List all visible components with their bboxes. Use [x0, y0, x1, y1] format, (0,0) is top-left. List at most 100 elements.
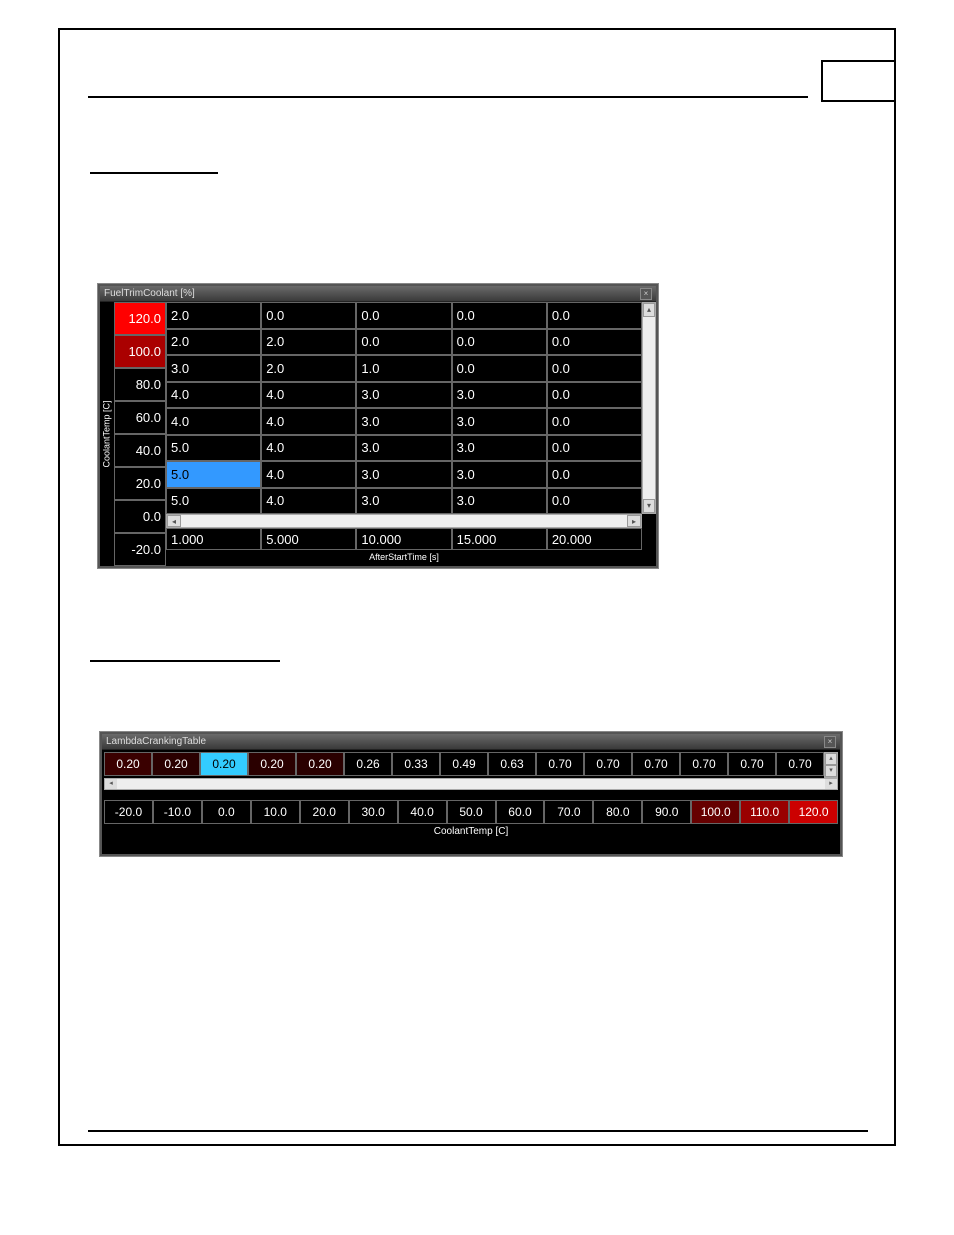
grid-cell[interactable]: 4.0: [166, 408, 261, 435]
axis-cell[interactable]: 30.0: [349, 800, 398, 824]
grid-cell[interactable]: 3.0: [356, 488, 451, 515]
y-axis-cell[interactable]: 20.0: [114, 467, 166, 500]
grid-cell[interactable]: 0.0: [547, 382, 642, 409]
grid-cell[interactable]: 3.0: [356, 382, 451, 409]
grid-cell[interactable]: 5.0: [166, 461, 261, 488]
window-titlebar[interactable]: FuelTrimCoolant [%] ×: [100, 286, 656, 302]
scroll-track[interactable]: [643, 317, 655, 499]
grid-cell[interactable]: 0.0: [547, 408, 642, 435]
grid-cell[interactable]: 3.0: [452, 408, 547, 435]
horizontal-scrollbar[interactable]: ◂ ▸: [166, 514, 642, 528]
grid-cell[interactable]: 0.0: [356, 302, 451, 329]
grid-cell[interactable]: 4.0: [261, 408, 356, 435]
grid-cell[interactable]: 4.0: [261, 435, 356, 462]
value-cell[interactable]: 0.70: [680, 752, 728, 776]
axis-cell[interactable]: 40.0: [398, 800, 447, 824]
y-axis-cell[interactable]: 100.0: [114, 335, 166, 368]
value-cell[interactable]: 0.20: [248, 752, 296, 776]
x-axis-cell[interactable]: 20.000: [547, 528, 642, 550]
value-cell[interactable]: 0.20: [152, 752, 200, 776]
grid-cell[interactable]: 0.0: [452, 302, 547, 329]
grid-cell[interactable]: 0.0: [547, 488, 642, 515]
value-cell[interactable]: 0.70: [584, 752, 632, 776]
scroll-down-icon[interactable]: ▾: [643, 499, 655, 513]
scroll-right-icon[interactable]: ▸: [627, 515, 641, 527]
y-axis-cell[interactable]: -20.0: [114, 533, 166, 566]
grid-cell[interactable]: 2.0: [261, 355, 356, 382]
value-cell[interactable]: 0.63: [488, 752, 536, 776]
value-cell[interactable]: 0.20: [104, 752, 152, 776]
grid-cell[interactable]: 3.0: [452, 435, 547, 462]
grid-cell[interactable]: 5.0: [166, 435, 261, 462]
axis-cell[interactable]: 70.0: [544, 800, 593, 824]
value-cell[interactable]: 0.70: [536, 752, 584, 776]
grid-cell[interactable]: 3.0: [356, 435, 451, 462]
axis-cell[interactable]: 10.0: [251, 800, 300, 824]
close-icon[interactable]: ×: [824, 736, 836, 748]
axis-cell[interactable]: 110.0: [740, 800, 789, 824]
grid-cell[interactable]: 0.0: [452, 329, 547, 356]
window-titlebar[interactable]: LambdaCrankingTable ×: [102, 734, 840, 750]
y-axis-cell[interactable]: 0.0: [114, 500, 166, 533]
grid-cell[interactable]: 3.0: [356, 408, 451, 435]
value-cell[interactable]: 0.70: [632, 752, 680, 776]
scroll-left-icon[interactable]: ◂: [105, 779, 117, 789]
x-axis-cell[interactable]: 10.000: [356, 528, 451, 550]
scroll-up-icon[interactable]: ▴: [643, 303, 655, 317]
value-cell[interactable]: 0.26: [344, 752, 392, 776]
value-cell[interactable]: 0.20: [200, 752, 248, 776]
y-axis-cell[interactable]: 120.0: [114, 302, 166, 335]
axis-cell[interactable]: 50.0: [447, 800, 496, 824]
horizontal-scrollbar[interactable]: ◂ ▸: [104, 778, 838, 790]
value-cell[interactable]: 0.20: [296, 752, 344, 776]
grid-cell[interactable]: 0.0: [547, 461, 642, 488]
value-cell[interactable]: 0.33: [392, 752, 440, 776]
axis-cell[interactable]: 80.0: [593, 800, 642, 824]
scroll-track[interactable]: [181, 515, 627, 527]
y-axis-cell[interactable]: 60.0: [114, 401, 166, 434]
close-icon[interactable]: ×: [640, 288, 652, 300]
value-cell[interactable]: 0.70: [728, 752, 776, 776]
value-cell[interactable]: 0.49: [440, 752, 488, 776]
axis-cell[interactable]: 100.0: [691, 800, 740, 824]
grid-cell[interactable]: 0.0: [261, 302, 356, 329]
axis-cell[interactable]: -20.0: [104, 800, 153, 824]
x-axis-cell[interactable]: 15.000: [452, 528, 547, 550]
grid-cell[interactable]: 3.0: [452, 461, 547, 488]
axis-cell[interactable]: 60.0: [496, 800, 545, 824]
value-cell[interactable]: 0.70: [776, 752, 824, 776]
grid-cell[interactable]: 0.0: [547, 355, 642, 382]
axis-cell[interactable]: 20.0: [300, 800, 349, 824]
axis-cell[interactable]: 120.0: [789, 800, 838, 824]
grid-cell[interactable]: 1.0: [356, 355, 451, 382]
scroll-track[interactable]: [117, 779, 825, 789]
grid-cell[interactable]: 3.0: [452, 382, 547, 409]
axis-cell[interactable]: 90.0: [642, 800, 691, 824]
grid-cell[interactable]: 4.0: [166, 382, 261, 409]
grid-cell[interactable]: 3.0: [452, 488, 547, 515]
grid-cell[interactable]: 2.0: [166, 302, 261, 329]
axis-cell[interactable]: 0.0: [202, 800, 251, 824]
vertical-scrollbar[interactable]: ▴ ▾: [642, 302, 656, 514]
grid-cell[interactable]: 2.0: [261, 329, 356, 356]
grid-cell[interactable]: 4.0: [261, 461, 356, 488]
grid-cell[interactable]: 0.0: [547, 329, 642, 356]
grid-cell[interactable]: 0.0: [547, 435, 642, 462]
grid-cell[interactable]: 3.0: [166, 355, 261, 382]
y-axis-cell[interactable]: 40.0: [114, 434, 166, 467]
scroll-up-icon[interactable]: ▴: [825, 753, 837, 765]
scroll-down-icon[interactable]: ▾: [825, 765, 837, 777]
grid-cell[interactable]: 2.0: [166, 329, 261, 356]
x-axis-cell[interactable]: 5.000: [261, 528, 356, 550]
grid-cell[interactable]: 0.0: [452, 355, 547, 382]
grid-cell[interactable]: 3.0: [356, 461, 451, 488]
grid-cell[interactable]: 0.0: [356, 329, 451, 356]
vertical-scrollbar[interactable]: ▴ ▾: [824, 752, 838, 778]
grid-cell[interactable]: 5.0: [166, 488, 261, 515]
axis-cell[interactable]: -10.0: [153, 800, 202, 824]
y-axis-cell[interactable]: 80.0: [114, 368, 166, 401]
x-axis-cell[interactable]: 1.000: [166, 528, 261, 550]
scroll-right-icon[interactable]: ▸: [825, 779, 837, 789]
grid-cell[interactable]: 0.0: [547, 302, 642, 329]
grid-cell[interactable]: 4.0: [261, 488, 356, 515]
